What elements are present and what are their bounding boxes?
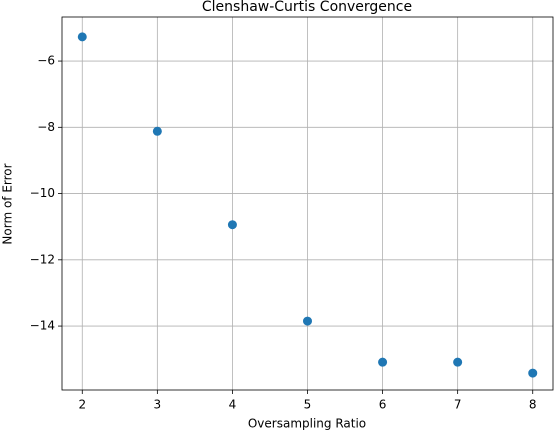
x-tick-label: 5 bbox=[304, 398, 312, 412]
data-point bbox=[152, 126, 162, 136]
plot-frame bbox=[61, 16, 554, 391]
chart-title: Clenshaw-Curtis Convergence bbox=[202, 0, 412, 15]
x-tick-label: 8 bbox=[529, 398, 537, 412]
y-tick-label: −14 bbox=[30, 319, 55, 333]
y-tick-label: −8 bbox=[37, 120, 55, 134]
data-point bbox=[77, 32, 87, 42]
data-point bbox=[528, 368, 538, 378]
x-tick-label: 7 bbox=[454, 398, 462, 412]
x-axis-label: Oversampling Ratio bbox=[248, 417, 366, 431]
x-tick-label: 2 bbox=[78, 398, 86, 412]
y-axis-label: Norm of Error bbox=[1, 163, 15, 244]
y-tick-label: −10 bbox=[30, 186, 55, 200]
data-point bbox=[453, 357, 463, 367]
data-point bbox=[378, 357, 388, 367]
data-point bbox=[303, 316, 312, 326]
data-point bbox=[227, 220, 237, 230]
y-tick-label: −6 bbox=[37, 54, 55, 68]
x-tick-label: 6 bbox=[379, 398, 387, 412]
x-tick-label: 3 bbox=[154, 398, 162, 412]
y-tick-label: −12 bbox=[30, 252, 55, 266]
x-tick-label: 4 bbox=[229, 398, 237, 412]
